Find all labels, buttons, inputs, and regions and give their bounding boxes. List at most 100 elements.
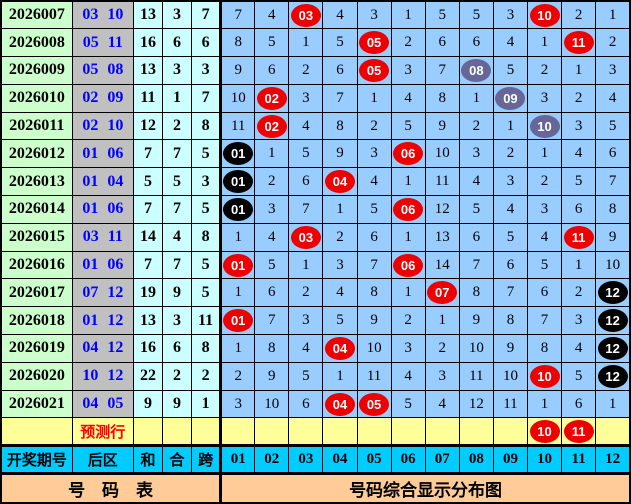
prediction-grid-cell: [356, 417, 392, 447]
grid-cell: 2: [595, 28, 631, 58]
miss-count: 5: [574, 367, 583, 384]
grid-cell: 7: [424, 56, 460, 85]
miss-count: 6: [608, 145, 617, 162]
red-ball: 01: [223, 253, 254, 277]
draw-row: 2026008 05 11 16 6 6 8 5 1 5 05 2 6 6 4 1 11 2: [0, 28, 631, 58]
miss-count: 1: [540, 395, 549, 412]
grid-cell: 5: [254, 28, 290, 58]
miss-count: 3: [608, 61, 617, 78]
grid-cell: 1: [561, 250, 597, 280]
period-number: 2026008: [8, 33, 65, 51]
grid-cell: 2: [526, 56, 563, 85]
grid-cell: 8: [219, 28, 256, 58]
draw-row: 2026020 10 12 22 2 2 2 9 5 1 11 4 3 11 10 10 5 12: [0, 361, 631, 391]
sum-value: 19: [139, 283, 156, 301]
period-cell: 2026018: [0, 306, 73, 336]
grid-cell: 5: [561, 361, 597, 391]
prediction-grid-cell: [492, 417, 528, 447]
grid-cell: 4: [322, 0, 358, 30]
grid-cell: 11: [356, 361, 392, 391]
draw-row: 2026019 04 12 16 6 8 1 8 4 04 10 3 2 10 9 8 4 12: [0, 334, 631, 363]
miss-count: 5: [472, 200, 481, 217]
grid-cell: 5: [526, 250, 563, 280]
grid-cell: 2: [424, 334, 460, 363]
miss-count: 13: [434, 228, 450, 245]
grid-cell: 02: [254, 111, 290, 141]
grid-cell: 6: [595, 139, 631, 169]
span-value: 7: [201, 6, 210, 24]
miss-count: 1: [268, 145, 276, 162]
miss-count: 1: [302, 256, 310, 273]
rear-number-1: 01: [82, 144, 99, 162]
sum-value: 22: [139, 367, 156, 385]
grid-cell: 01: [219, 139, 256, 169]
footer-number-table-cell: 号 码 表: [0, 473, 222, 504]
red-ball: 01: [223, 309, 254, 333]
number-header: 01: [230, 451, 246, 468]
grid-cell: 5: [492, 56, 528, 85]
miss-count: 2: [404, 312, 412, 329]
number-header-cell: 05: [356, 444, 392, 476]
miss-count: 1: [540, 34, 549, 51]
miss-count: 8: [268, 339, 276, 356]
miss-count: 1: [438, 312, 447, 329]
miss-count: 4: [574, 145, 583, 162]
miss-count: 11: [435, 173, 450, 190]
tail-value: 5: [173, 172, 182, 190]
tail-cell: 7: [161, 195, 193, 224]
grid-cell: 5: [390, 389, 426, 419]
span-cell: 7: [191, 0, 222, 30]
miss-count: 3: [472, 145, 481, 162]
period-number: 2026010: [8, 89, 65, 107]
header-label: 开奖期号: [6, 453, 67, 470]
grid-cell: 10: [492, 361, 528, 391]
tail-value: 7: [173, 200, 182, 218]
draw-row: 2026013 01 04 5 5 3 01 2 6 04 4 1 11 4 3 2 5 7: [0, 167, 631, 197]
grid-cell: 7: [458, 250, 494, 280]
miss-count: 8: [472, 284, 481, 301]
sum-cell: 16: [132, 28, 163, 58]
prediction-period-cell: [0, 417, 73, 447]
miss-count: 10: [605, 256, 621, 273]
miss-count: 2: [506, 145, 515, 162]
black-ball: 01: [223, 197, 254, 221]
red-ball: 04: [324, 392, 355, 416]
rear-number-1: 04: [82, 395, 99, 413]
span-value: 1: [201, 395, 210, 413]
miss-count: 3: [336, 256, 344, 273]
miss-count: 5: [540, 256, 549, 273]
miss-count: 2: [370, 117, 378, 134]
period-cell: 2026007: [0, 0, 73, 30]
grid-cell: 5: [322, 28, 358, 58]
miss-count: 1: [540, 145, 549, 162]
miss-count: 4: [506, 200, 515, 217]
draw-row: 2026021 04 05 9 9 1 3 10 6 04 05 5 4 12 11 1 6 1: [0, 389, 631, 419]
miss-count: 1: [608, 6, 617, 23]
miss-count: 9: [370, 312, 378, 329]
span-cell: 5: [191, 250, 222, 280]
miss-count: 4: [472, 173, 481, 190]
span-cell: 5: [191, 278, 222, 308]
grid-cell: 1: [288, 250, 324, 280]
sum-cell: 16: [132, 334, 163, 363]
sum-value: 13: [139, 6, 156, 24]
grid-cell: 6: [458, 28, 494, 58]
grid-cell: 10: [526, 111, 563, 141]
grid-cell: 7: [356, 250, 392, 280]
sum-cell: 7: [132, 250, 163, 280]
period-number: 2026012: [8, 144, 65, 162]
grid-cell: 04: [322, 389, 358, 419]
miss-count: 9: [472, 312, 481, 329]
grid-cell: 01: [219, 167, 256, 197]
grid-cell: 3: [356, 0, 392, 30]
red-ball: 03: [290, 3, 321, 27]
miss-count: 9: [438, 117, 447, 134]
number-header-cell: 10: [526, 444, 563, 476]
grid-cell: 4: [322, 278, 358, 308]
miss-count: 3: [404, 61, 412, 78]
miss-count: 2: [574, 284, 583, 301]
miss-count: 4: [506, 34, 515, 51]
miss-count: 2: [608, 34, 617, 51]
grid-cell: 14: [424, 250, 460, 280]
grid-cell: 06: [390, 195, 426, 224]
